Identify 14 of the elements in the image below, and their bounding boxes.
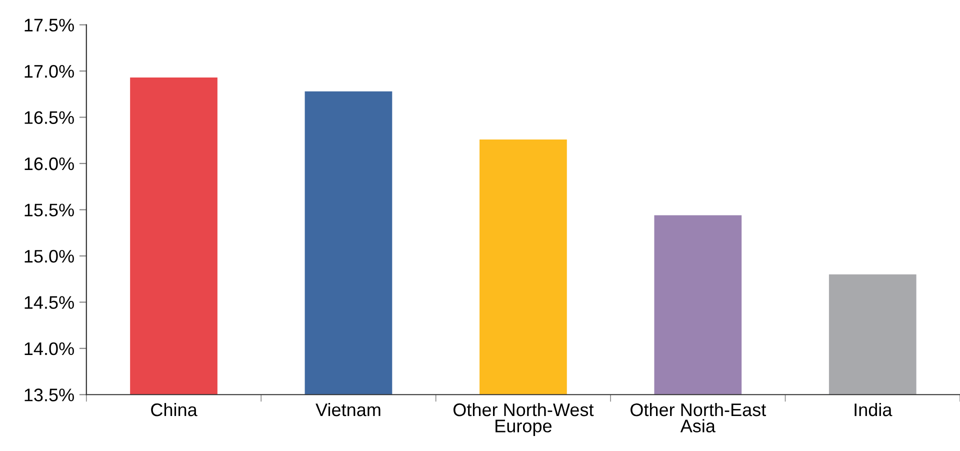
- x-tick-label: Other North-West Europe: [453, 402, 594, 436]
- y-tick-label: 14.5%: [24, 296, 74, 309]
- y-tick-label: 14.0%: [24, 342, 74, 356]
- y-tick-label: 17.5%: [24, 18, 74, 32]
- x-tick-label: Vietnam: [316, 402, 380, 416]
- y-tick-label: 15.5%: [24, 204, 74, 216]
- y-tick-label: 16.0%: [24, 157, 74, 170]
- x-tick-label: India: [854, 402, 892, 416]
- y-tick-label: 16.5%: [24, 111, 74, 124]
- y-tick-label: 13.5%: [24, 388, 74, 402]
- x-tick-label: China: [151, 402, 198, 416]
- y-tick-label: 17.0%: [24, 64, 74, 78]
- y-tick-label: 15.0%: [24, 250, 74, 263]
- x-tick-label: Other North-East Asia: [630, 402, 766, 432]
